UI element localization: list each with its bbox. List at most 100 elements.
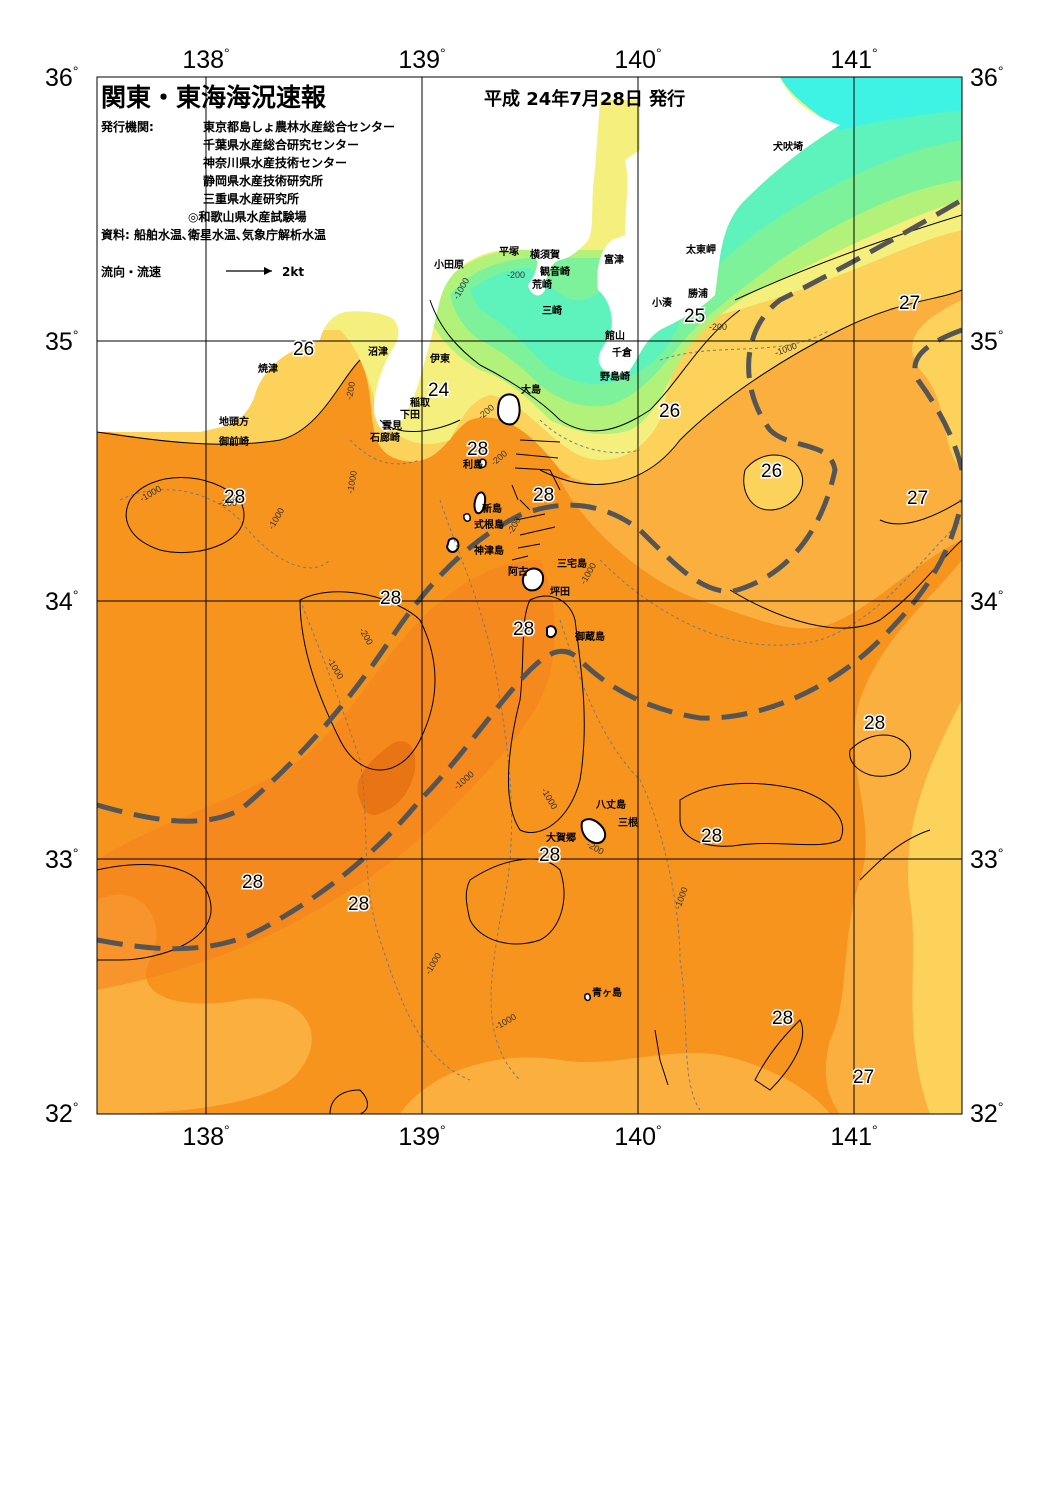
isotherm-label: 28 <box>539 845 560 866</box>
svg-text:36°: 36° <box>45 63 78 92</box>
svg-text:139°: 139° <box>398 1122 445 1151</box>
place-name: 神津島 <box>474 544 504 557</box>
lat-labels-left: 36° 35° 34° 33° 32° <box>45 63 78 1128</box>
place-name: 三宅島 <box>557 557 587 570</box>
current-vectors <box>511 439 669 1086</box>
sea-27c-bottom-center <box>400 1052 830 1114</box>
place-name: 式根島 <box>474 518 504 531</box>
isotherm-label: 27 <box>853 1067 874 1088</box>
place-name: 焼津 <box>258 362 278 375</box>
isotherm-labels: 26 24 25 27 26 28 26 27 28 28 28 28 28 2… <box>223 292 930 1090</box>
lat-label: 32 <box>970 1100 998 1128</box>
lat-label: 35 <box>970 328 998 356</box>
depth-label: -200 <box>219 498 237 508</box>
svg-text:35°: 35° <box>970 327 1003 356</box>
svg-text:34°: 34° <box>45 587 78 616</box>
svg-text:32°: 32° <box>970 1099 1003 1128</box>
place-name: 石廊崎 <box>369 431 400 444</box>
isotherm-label: 28 <box>513 619 534 640</box>
svg-text:141°: 141° <box>830 45 877 74</box>
place-name: 大島 <box>521 383 541 396</box>
lon-label: 141 <box>830 1123 872 1151</box>
depth-label: -1000 <box>345 470 359 494</box>
svg-text:141°: 141° <box>830 1122 877 1151</box>
isotherm-label: 26 <box>659 401 680 422</box>
place-name: 荒崎 <box>531 278 552 291</box>
issue-date: 平成 24年7月28日 発行 <box>484 88 685 110</box>
svg-text:138°: 138° <box>182 45 229 74</box>
issuer-5: ◎和歌山県水産試験場 <box>188 209 306 224</box>
place-name: 富津 <box>604 253 624 266</box>
isotherm-label: 25 <box>684 306 705 327</box>
kuroshio-axis <box>97 197 962 952</box>
isotherm-label: 24 <box>428 380 450 401</box>
land-mikurajima <box>546 625 558 639</box>
place-name: 雲見 <box>382 420 402 432</box>
place-name: 野島崎 <box>600 370 630 383</box>
place-name: 八丈島 <box>595 798 626 811</box>
place-name: 地頭方 <box>219 415 249 428</box>
place-names: 犬吠埼 太東岬 勝浦 小湊 館山 千倉 野島崎 富津 観音崎 横須賀 荒崎 三崎… <box>218 140 803 999</box>
depth-label: -200 <box>507 270 525 280</box>
place-name: 太東岬 <box>685 243 716 256</box>
isotherm-label: 28 <box>533 485 554 506</box>
place-name: 小田原 <box>433 258 464 271</box>
lon-label: 139 <box>398 1123 440 1151</box>
svg-text:34°: 34° <box>970 587 1003 616</box>
place-name: 利島 <box>463 458 483 471</box>
place-name: 御蔵島 <box>574 630 605 643</box>
lon-labels-top: 138° 139° 140° 141° <box>182 45 877 74</box>
place-name: 伊東 <box>429 352 450 365</box>
place-name: 千倉 <box>612 346 633 359</box>
sea-26c-east-bottom <box>908 700 962 1114</box>
lat-label: 33 <box>970 846 998 874</box>
lon-label: 139 <box>398 46 440 74</box>
sea-26c-east-patch <box>743 455 803 510</box>
issuer-0: 東京都島しょ農林水産総合センター <box>203 119 395 134</box>
svg-text:33°: 33° <box>970 845 1003 874</box>
isotherm-label: 28 <box>772 1008 793 1029</box>
isotherm-label: 28 <box>467 439 488 460</box>
lat-label: 36 <box>45 64 73 92</box>
issuers-label: 発行機関: <box>100 119 154 134</box>
land-aogashima <box>584 993 591 1002</box>
land-miyakejima <box>521 567 545 592</box>
place-name: 観音崎 <box>540 265 570 278</box>
depth-contours <box>119 329 962 1111</box>
place-name: 青ヶ島 <box>592 986 622 999</box>
place-name: 稲取 <box>410 396 431 409</box>
issuer-2: 神奈川県水産技術センター <box>203 155 347 170</box>
lon-label: 141 <box>830 46 872 74</box>
isotherm-label: 28 <box>224 487 245 508</box>
place-name: 下田 <box>400 409 420 421</box>
issuer-3: 静岡県水産技術研究所 <box>203 173 323 188</box>
lat-label: 34 <box>970 588 998 616</box>
place-name: 犬吠埼 <box>773 140 803 153</box>
lat-label: 34 <box>45 588 73 616</box>
land-hachijojima <box>580 818 607 845</box>
isotherm-label: 28 <box>380 588 401 609</box>
legend-scale: 2kt <box>282 265 304 279</box>
issuer-4: 三重県水産研究所 <box>203 191 299 206</box>
legend-label: 流向・流速 <box>101 264 161 279</box>
isotherm-label: 28 <box>701 826 722 847</box>
place-name: 平塚 <box>499 245 519 258</box>
isotherm-label: 28 <box>864 713 885 734</box>
isotherm-label: 28 <box>348 894 369 915</box>
sea-27c-east <box>560 260 962 629</box>
isotherm-label: 26 <box>293 339 314 360</box>
issuer-1: 千葉県水産総合研究センター <box>203 137 359 152</box>
lon-label: 138 <box>182 1123 224 1151</box>
land-oshima <box>496 393 521 426</box>
lon-label: 140 <box>614 1123 656 1151</box>
place-name: 新島 <box>482 502 502 515</box>
isotherm-label: 26 <box>761 461 782 482</box>
lon-label: 140 <box>614 46 656 74</box>
place-name: 勝浦 <box>688 287 708 300</box>
lat-labels-right: 36° 35° 34° 33° 32° <box>970 63 1003 1128</box>
lat-label: 35 <box>45 328 73 356</box>
depth-label: -200 <box>709 322 727 332</box>
land-honshu <box>97 77 840 432</box>
svg-text:140°: 140° <box>614 1122 661 1151</box>
